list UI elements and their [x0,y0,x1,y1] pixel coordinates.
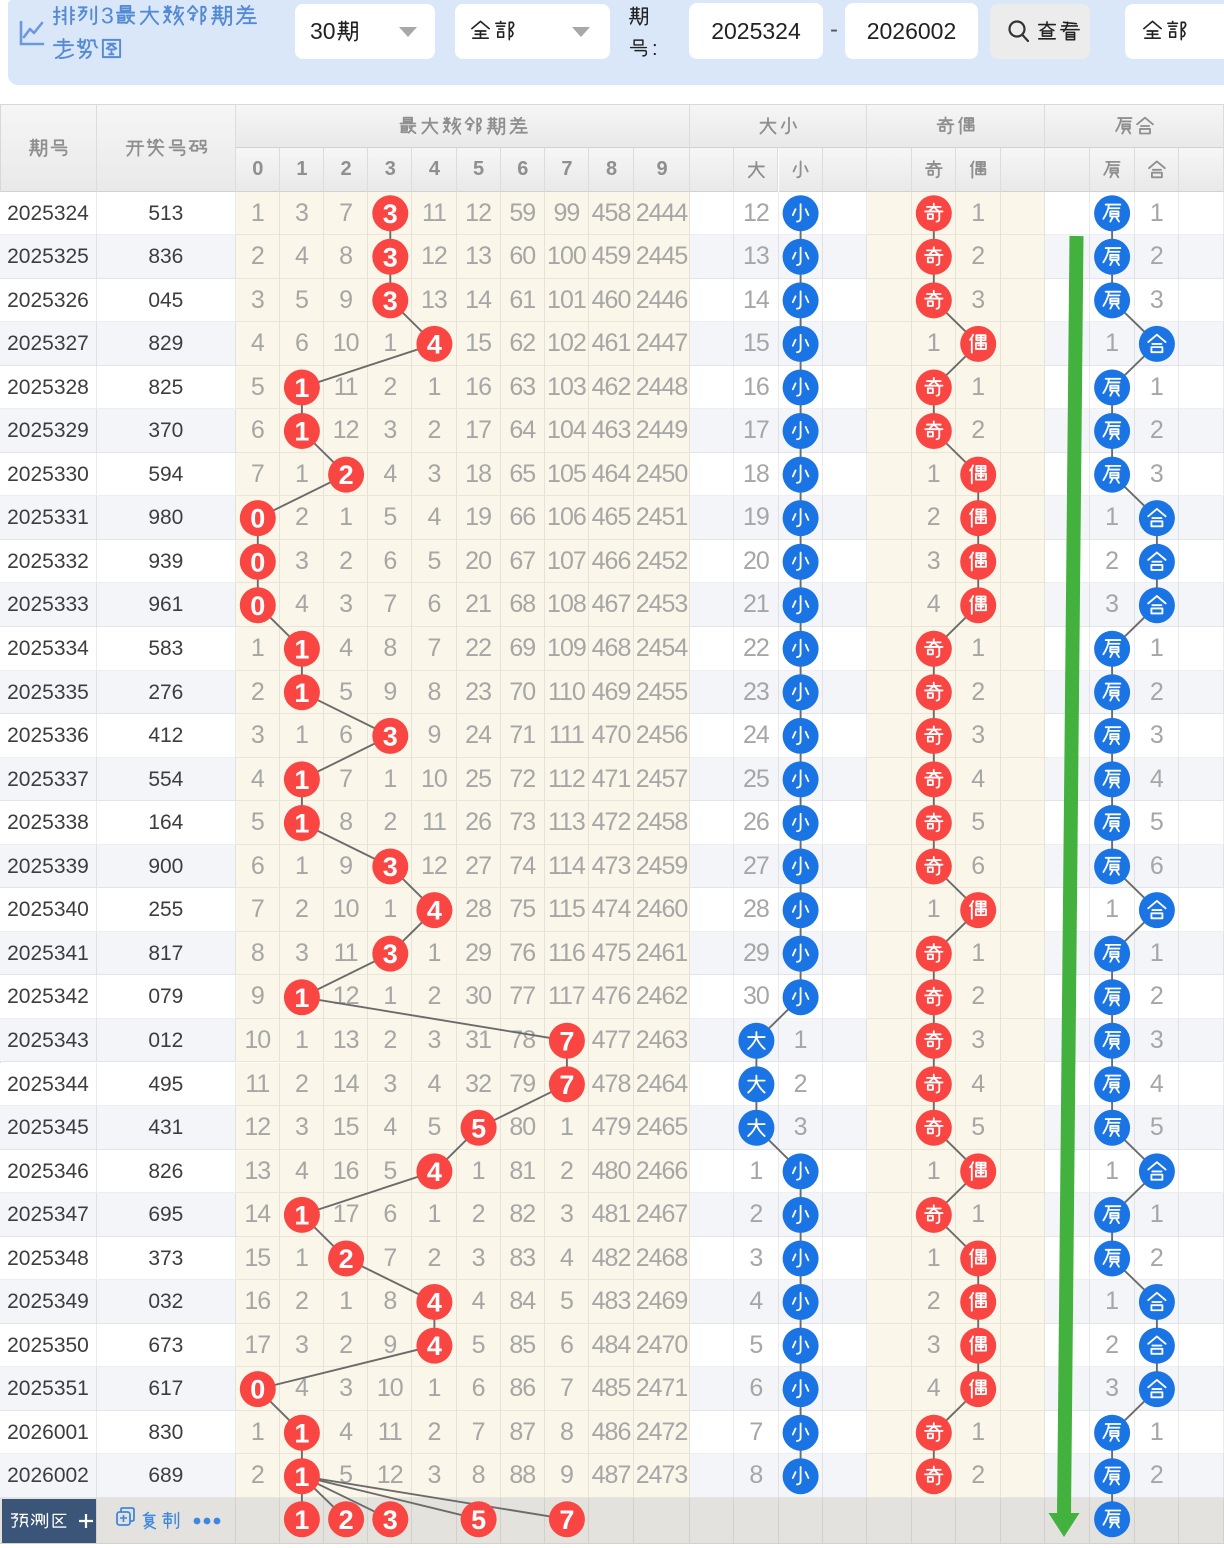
svg-text:4: 4 [427,1157,442,1187]
svg-text:3: 3 [383,199,398,229]
svg-text:3: 3 [383,722,398,752]
svg-text:2: 2 [339,1505,354,1535]
svg-text:0: 0 [250,591,265,621]
svg-text:1: 1 [294,1462,309,1492]
svg-text:1: 1 [294,1505,309,1535]
svg-text:1: 1 [294,1418,309,1448]
svg-text:0: 0 [250,504,265,534]
svg-text:3: 3 [383,939,398,969]
svg-text:5: 5 [471,1505,486,1535]
svg-text:5: 5 [471,1113,486,1143]
svg-text:0: 0 [250,547,265,577]
svg-text:4: 4 [427,896,442,926]
svg-text:1: 1 [294,417,309,447]
svg-text:3: 3 [383,242,398,272]
svg-text:1: 1 [294,1201,309,1231]
svg-text:1: 1 [294,765,309,795]
svg-text:0: 0 [250,1375,265,1405]
svg-text:7: 7 [559,1070,574,1100]
svg-text:3: 3 [383,286,398,316]
svg-text:1: 1 [294,634,309,664]
svg-text:4: 4 [427,330,442,360]
svg-text:4: 4 [427,1331,442,1361]
svg-text:4: 4 [427,1288,442,1318]
svg-text:1: 1 [294,983,309,1013]
svg-text:2: 2 [339,460,354,490]
svg-text:1: 1 [294,373,309,403]
svg-text:1: 1 [294,678,309,708]
svg-text:1: 1 [294,809,309,839]
svg-text:7: 7 [559,1505,574,1535]
svg-text:3: 3 [101,3,114,29]
svg-text:3: 3 [383,852,398,882]
svg-text:2: 2 [339,1244,354,1274]
svg-text:3: 3 [383,1505,398,1535]
svg-text:7: 7 [559,1026,574,1056]
svg-text::: : [652,38,658,60]
